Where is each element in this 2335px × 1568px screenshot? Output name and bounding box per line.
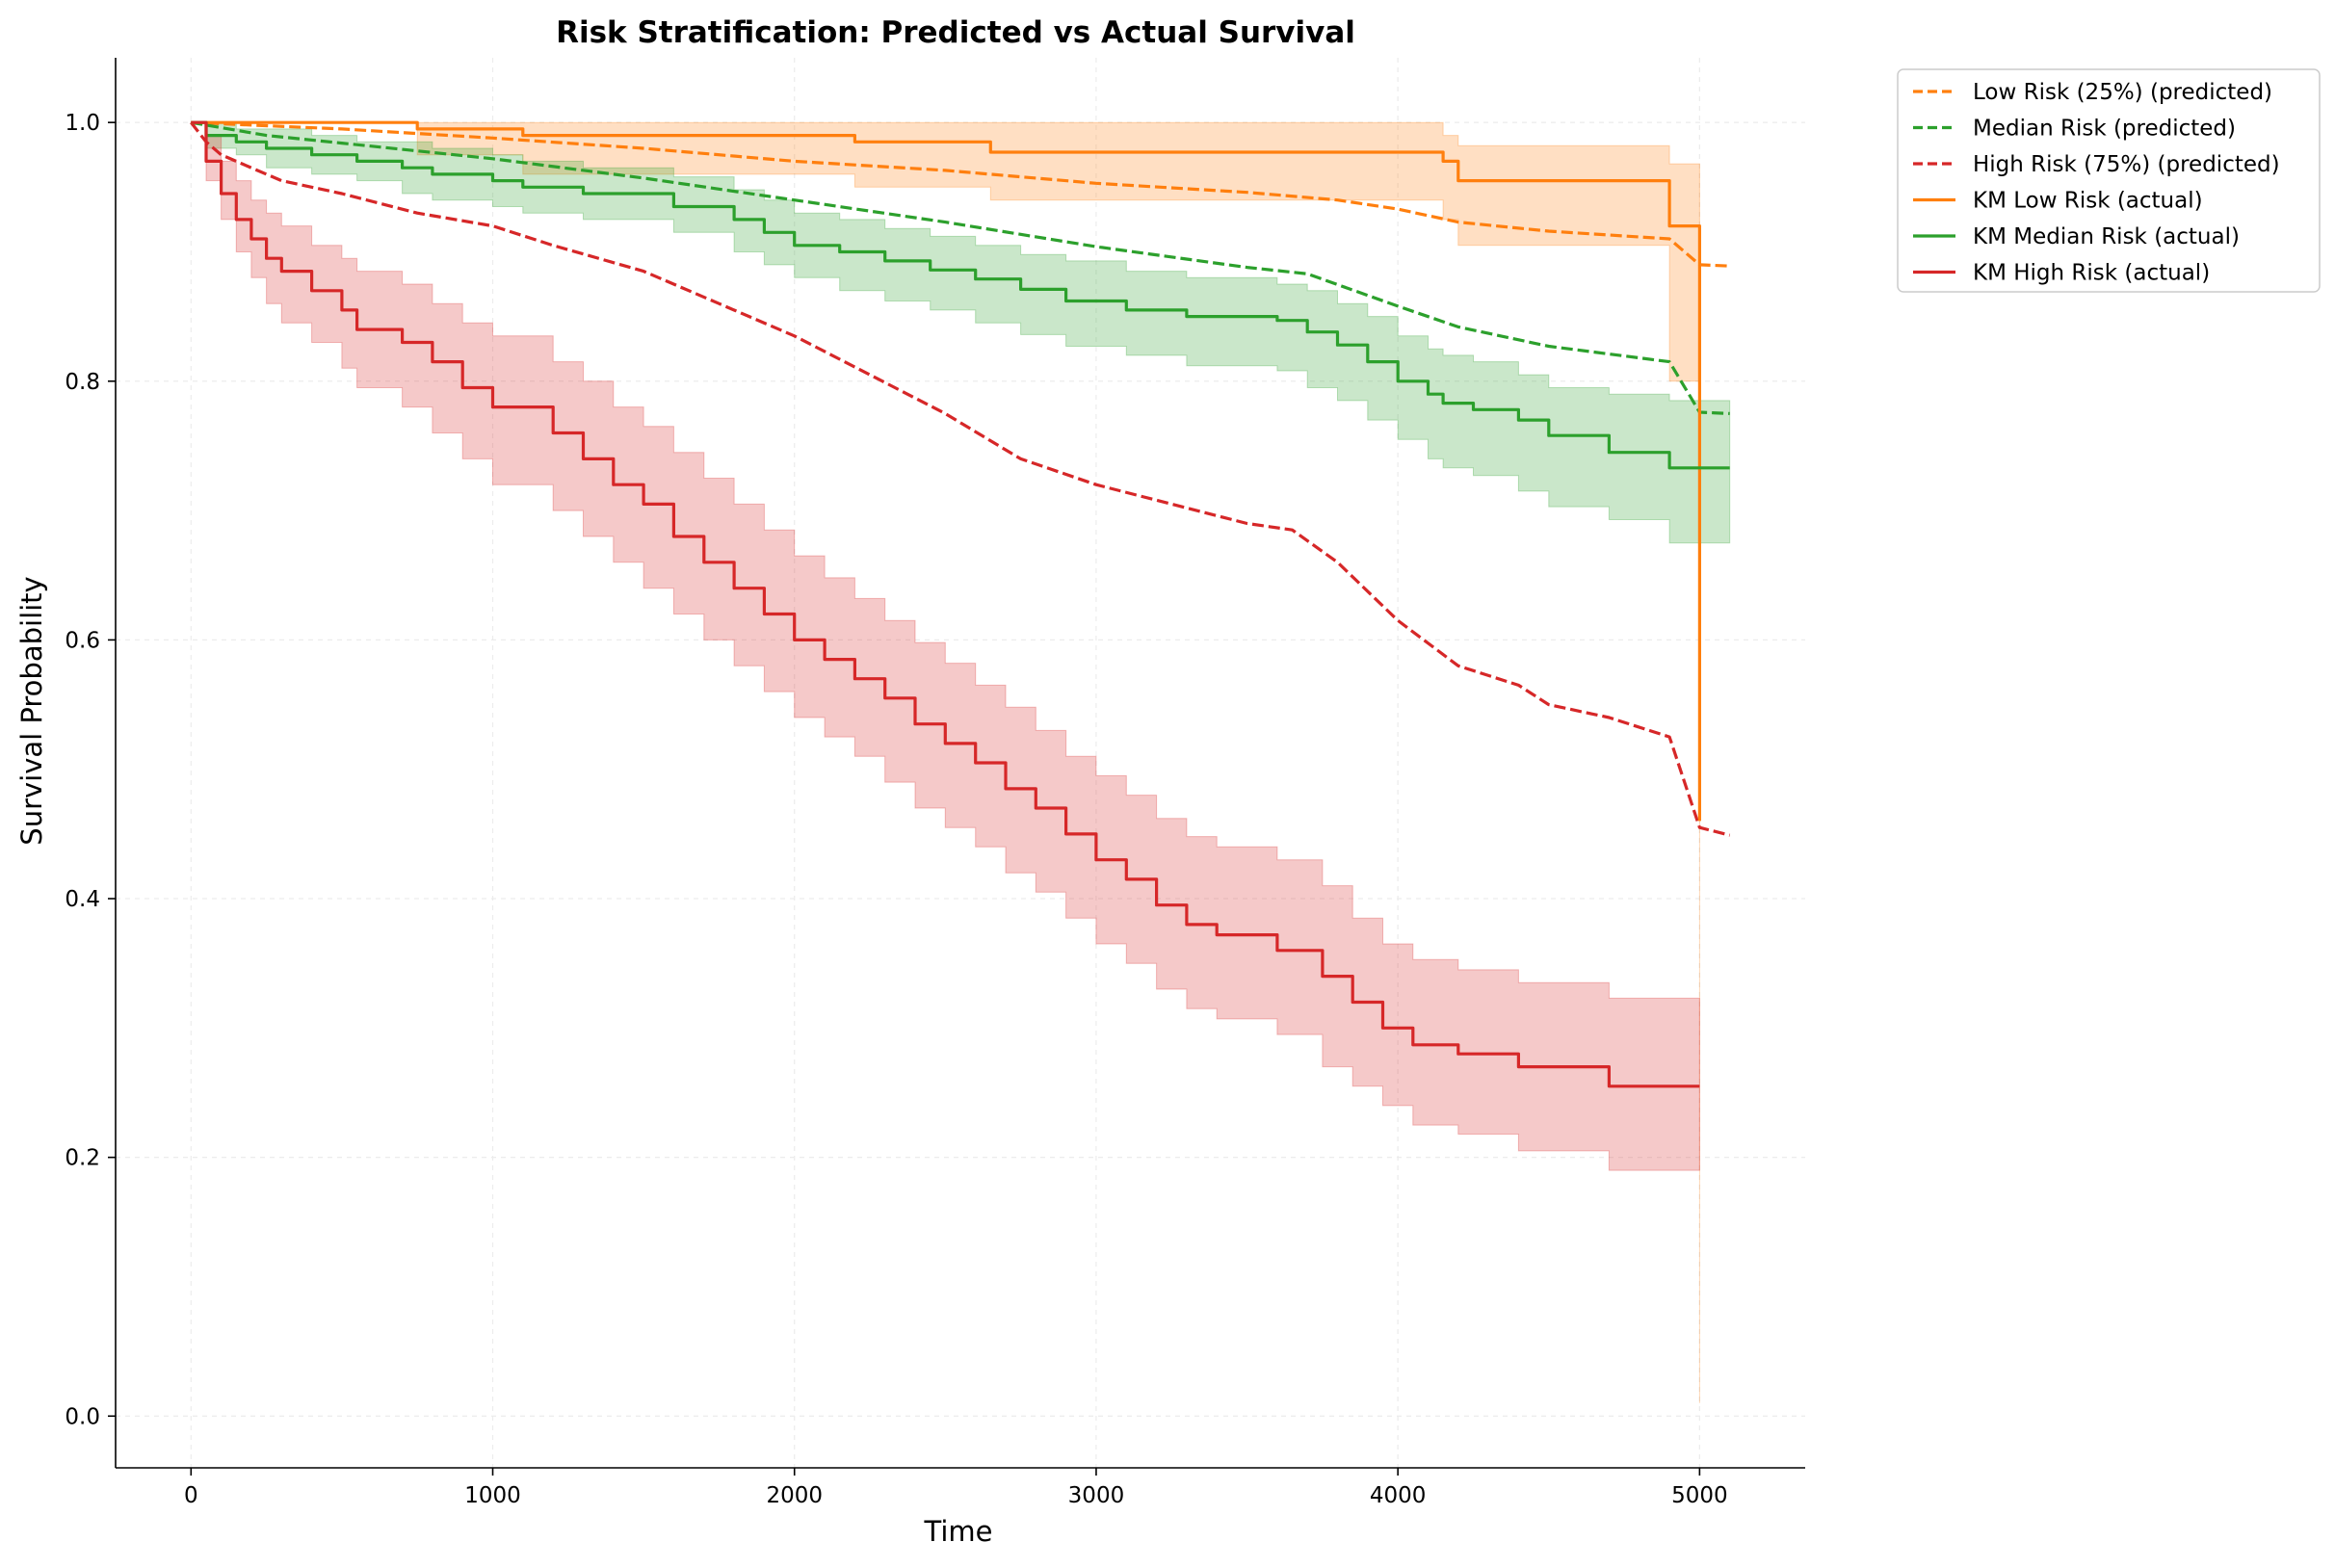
km-series-line — [191, 120, 1701, 822]
y-tick-label: 0.0 — [65, 1404, 100, 1429]
x-tick-label: 1000 — [464, 1483, 521, 1508]
confidence-band-layer — [191, 121, 1731, 1403]
x-tick-label: 2000 — [766, 1483, 823, 1508]
km-series-line — [191, 120, 1730, 470]
legend-label: Median Risk (predicted) — [1973, 117, 2236, 142]
y-tick-label: 0.4 — [65, 887, 100, 912]
y-tick-label: 0.8 — [65, 370, 100, 395]
legend-label: Low Risk (25%) (predicted) — [1973, 80, 2272, 105]
x-tick-label: 0 — [184, 1483, 198, 1508]
y-tick-label: 0.6 — [65, 628, 100, 653]
legend-label: KM Low Risk (actual) — [1973, 189, 2203, 214]
predicted-series-line — [191, 120, 1730, 415]
chart-title: Risk Stratification: Predicted vs Actual… — [556, 15, 1355, 50]
predicted-series-line — [191, 120, 1730, 268]
legend-box — [1897, 68, 2321, 293]
legend-label: KM Median Risk (actual) — [1973, 224, 2240, 249]
confidence-band — [191, 121, 1700, 1403]
x-tick-label: 4000 — [1370, 1483, 1427, 1508]
km-series-line — [191, 120, 1700, 1088]
legend-label: KM High Risk (actual) — [1973, 261, 2210, 286]
predicted-series-line — [190, 121, 1731, 837]
legend: Low Risk (25%) (predicted) Median Risk (p… — [1897, 68, 2321, 293]
y-axis-label: Survival Probability — [15, 576, 48, 845]
y-tick-label: 0.2 — [65, 1146, 100, 1171]
axis-layer: 0 1000 2000 3000 4000 5000 0.0 0.2 0.4 0.6 0.8 1.0 — [65, 58, 1805, 1508]
confidence-band — [191, 121, 1700, 1171]
x-tick-label: 3000 — [1068, 1483, 1125, 1508]
series-line-layer — [190, 120, 1731, 1088]
x-axis-label: Time — [924, 1515, 993, 1548]
x-tick-label: 5000 — [1671, 1483, 1728, 1508]
legend-label: High Risk (75%) (predicted) — [1973, 152, 2280, 177]
y-tick-label: 1.0 — [65, 111, 100, 136]
